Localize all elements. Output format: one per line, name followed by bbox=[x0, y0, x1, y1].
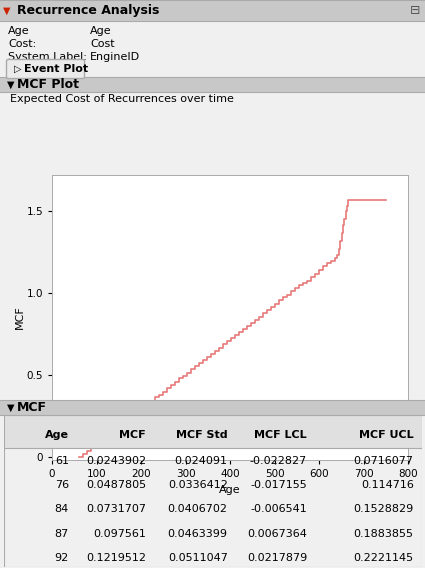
Text: MCF LCL: MCF LCL bbox=[255, 430, 307, 440]
Text: 0.0217879: 0.0217879 bbox=[247, 553, 307, 563]
Text: 92: 92 bbox=[54, 553, 69, 563]
Text: 76: 76 bbox=[55, 480, 69, 490]
Text: 0.0716077: 0.0716077 bbox=[354, 456, 414, 466]
Text: 0.0731707: 0.0731707 bbox=[86, 504, 146, 514]
Text: Event Plot: Event Plot bbox=[24, 64, 88, 74]
Text: Recurrence Analysis: Recurrence Analysis bbox=[17, 4, 159, 17]
Text: 0.1219512: 0.1219512 bbox=[86, 553, 146, 563]
Bar bbox=[4, 415, 422, 449]
Text: 0.0463399: 0.0463399 bbox=[167, 529, 228, 538]
Text: MCF: MCF bbox=[17, 401, 47, 414]
Text: 0.1528829: 0.1528829 bbox=[354, 504, 414, 514]
Text: 0.1883855: 0.1883855 bbox=[354, 529, 414, 538]
Text: Cost: Cost bbox=[90, 39, 115, 49]
Text: 61: 61 bbox=[55, 456, 69, 466]
Text: 0.0336412: 0.0336412 bbox=[168, 480, 228, 490]
Text: ▼: ▼ bbox=[7, 80, 14, 90]
Text: 84: 84 bbox=[54, 504, 69, 514]
Text: Cost:: Cost: bbox=[8, 39, 36, 49]
Text: 0.114716: 0.114716 bbox=[361, 480, 414, 490]
Text: -0.006541: -0.006541 bbox=[250, 504, 307, 514]
X-axis label: Age: Age bbox=[219, 485, 241, 495]
Text: ⊟: ⊟ bbox=[410, 4, 420, 17]
Text: 0.0487805: 0.0487805 bbox=[86, 480, 146, 490]
Text: Age: Age bbox=[45, 430, 69, 440]
Text: ▼: ▼ bbox=[3, 6, 11, 15]
Text: EngineID: EngineID bbox=[90, 52, 140, 62]
Bar bbox=[0, 0, 425, 21]
Bar bbox=[0, 21, 425, 78]
Text: MCF UCL: MCF UCL bbox=[359, 430, 414, 440]
Text: Age: Age bbox=[90, 26, 112, 36]
Text: 0.0067364: 0.0067364 bbox=[247, 529, 307, 538]
Text: -0.022827: -0.022827 bbox=[250, 456, 307, 466]
Text: 0.0511047: 0.0511047 bbox=[168, 553, 228, 563]
Text: ▷: ▷ bbox=[14, 64, 22, 74]
Text: 0.0406702: 0.0406702 bbox=[167, 504, 228, 514]
Y-axis label: MCF: MCF bbox=[15, 306, 25, 329]
FancyBboxPatch shape bbox=[6, 60, 85, 78]
Text: Age: Age bbox=[8, 26, 30, 36]
Text: MCF Std: MCF Std bbox=[176, 430, 228, 440]
Bar bbox=[0, 77, 425, 92]
Text: -0.017155: -0.017155 bbox=[250, 480, 307, 490]
Text: 0.0243902: 0.0243902 bbox=[86, 456, 146, 466]
Bar bbox=[0, 400, 425, 415]
Text: 0.097561: 0.097561 bbox=[93, 529, 146, 538]
Text: 87: 87 bbox=[54, 529, 69, 538]
Text: MCF Plot: MCF Plot bbox=[17, 78, 79, 91]
Text: 0.024091: 0.024091 bbox=[175, 456, 228, 466]
Text: 0.2221145: 0.2221145 bbox=[354, 553, 414, 563]
Text: MCF: MCF bbox=[119, 430, 146, 440]
Text: ▼: ▼ bbox=[7, 403, 14, 412]
Text: System Label:: System Label: bbox=[8, 52, 87, 62]
Text: Expected Cost of Recurrences over time: Expected Cost of Recurrences over time bbox=[10, 94, 234, 104]
